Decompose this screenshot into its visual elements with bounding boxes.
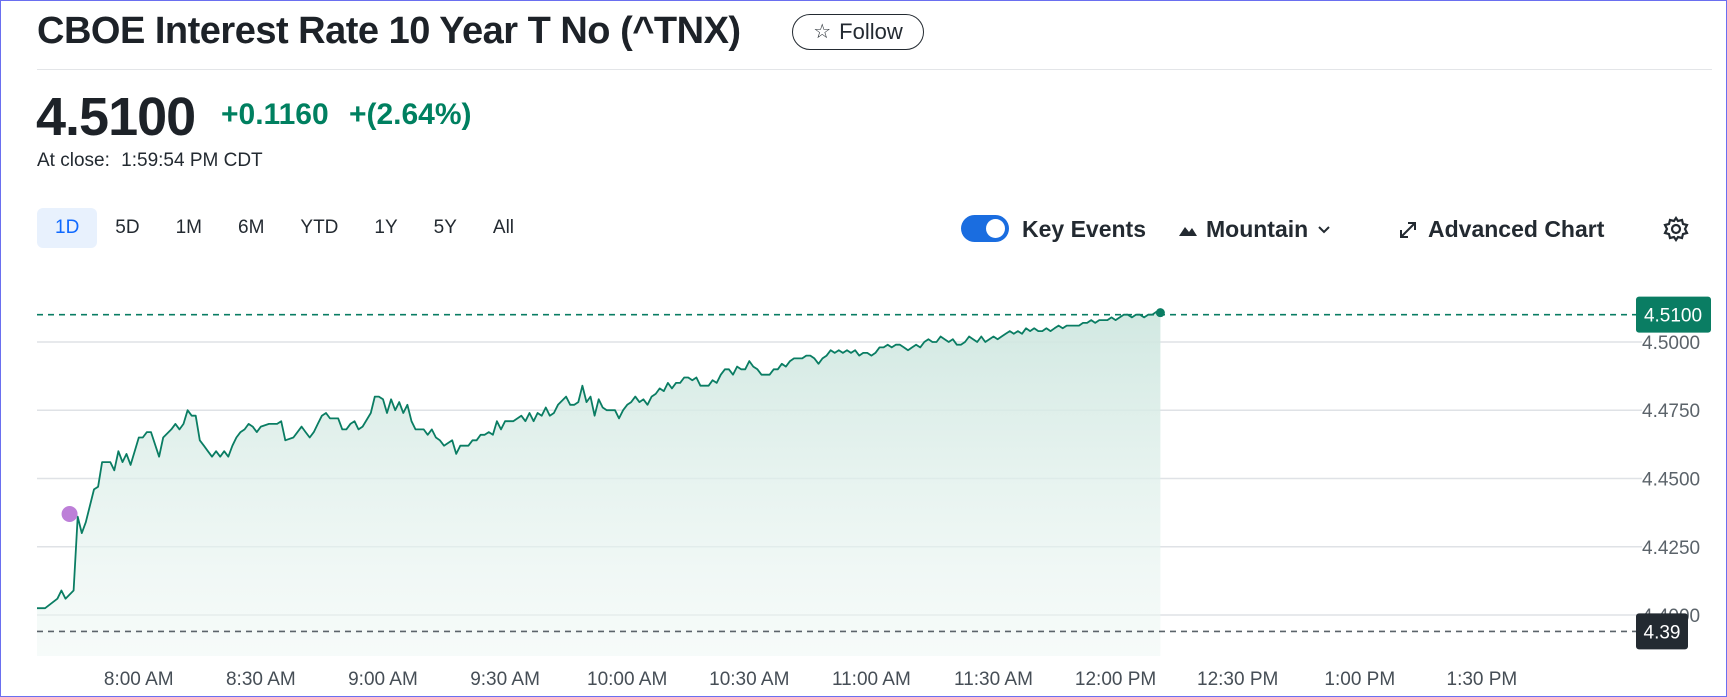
y-tick-label: 4.4500	[1642, 470, 1700, 491]
x-tick-label: 1:30 PM	[1447, 669, 1518, 690]
price-change: +0.1160 +(2.64%)	[221, 98, 472, 132]
last-price-dot	[1155, 308, 1165, 318]
change-percent: +(2.64%)	[348, 98, 472, 131]
range-6m[interactable]: 6M	[238, 217, 265, 238]
change-amount: +0.1160	[221, 98, 329, 131]
previous-close-tag	[1636, 613, 1688, 650]
x-tick-label: 11:00 AM	[832, 669, 911, 690]
x-tick-label: 8:30 AM	[226, 669, 296, 690]
star-icon: ☆	[813, 21, 832, 43]
range-1d[interactable]: 1D	[37, 208, 98, 248]
close-time: 1:59:54 PM CDT	[121, 150, 263, 171]
range-ytd[interactable]: YTD	[300, 217, 339, 238]
range-1m[interactable]: 1M	[175, 217, 202, 238]
follow-label: Follow	[839, 19, 903, 44]
current-price-tag-label: 4.5100	[1644, 306, 1702, 327]
gear-icon[interactable]	[1662, 215, 1690, 243]
range-selector: 1D 5D 1M 6M YTD 1Y 5Y All	[37, 208, 532, 248]
x-tick-label: 9:30 AM	[470, 669, 540, 690]
mountain-icon	[1179, 226, 1197, 236]
price-line	[37, 311, 1161, 610]
x-tick-label: 12:00 PM	[1075, 669, 1156, 690]
chart-type-dropdown[interactable]: Mountain	[1178, 216, 1332, 243]
follow-button[interactable]: ☆ Follow	[792, 14, 924, 50]
toggle-knob	[986, 219, 1005, 238]
y-tick-label: 4.5000	[1642, 333, 1700, 354]
close-label: At close:	[37, 150, 110, 171]
x-tick-label: 10:30 AM	[709, 669, 789, 690]
advanced-chart-button[interactable]: Advanced Chart	[1398, 216, 1604, 243]
key-events-label: Key Events	[1022, 216, 1147, 242]
x-tick-label: 1:00 PM	[1324, 669, 1395, 690]
range-1y[interactable]: 1Y	[374, 217, 398, 238]
close-info: At close: 1:59:54 PM CDT	[37, 150, 263, 172]
key-event-marker[interactable]	[61, 506, 78, 523]
current-price: 4.5100	[36, 87, 196, 147]
header-divider	[37, 69, 1712, 70]
advanced-chart-label: Advanced Chart	[1428, 216, 1605, 242]
price-area-fill	[37, 311, 1161, 656]
chevron-down-icon	[1318, 225, 1330, 233]
x-tick-label: 8:00 AM	[104, 669, 174, 690]
previous-close-tag-label: 4.39	[1644, 622, 1681, 643]
x-tick-label: 9:00 AM	[348, 669, 418, 690]
y-tick-label: 4.4250	[1642, 538, 1700, 559]
y-tick-label: 4.4750	[1642, 401, 1700, 422]
current-price-tag	[1636, 296, 1711, 333]
chart-type-label: Mountain	[1206, 216, 1309, 242]
x-tick-label: 10:00 AM	[587, 669, 667, 690]
key-events-toggle[interactable]	[961, 215, 1009, 242]
page-title: CBOE Interest Rate 10 Year T No (^TNX)	[37, 10, 741, 52]
range-5y[interactable]: 5Y	[433, 217, 457, 238]
range-5d[interactable]: 5D	[115, 217, 140, 238]
x-tick-label: 11:30 AM	[954, 669, 1033, 690]
expand-icon	[1400, 221, 1416, 238]
range-all[interactable]: All	[492, 217, 515, 238]
x-tick-label: 12:30 PM	[1197, 669, 1278, 690]
